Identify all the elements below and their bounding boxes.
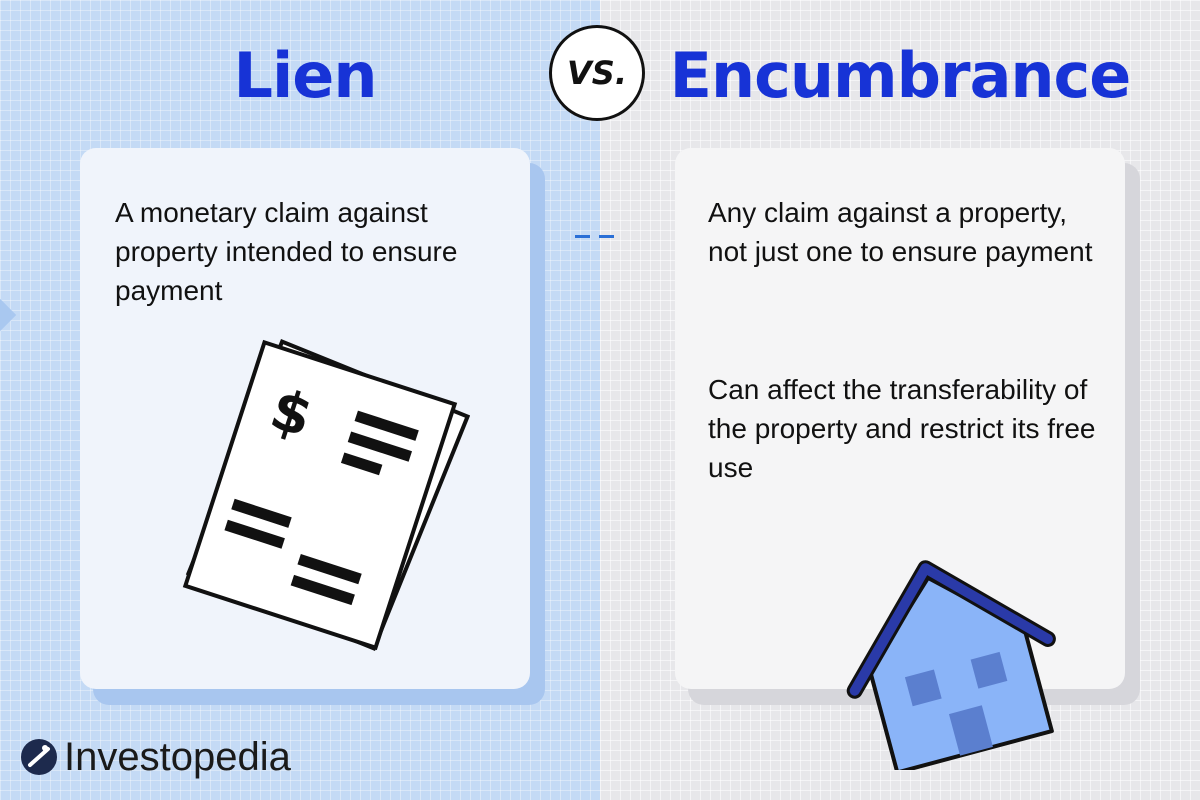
connector-dashes: [575, 235, 617, 238]
investopedia-logo: Investopedia: [20, 732, 291, 782]
encumbrance-description-1: Any claim against a property, not just o…: [708, 197, 1093, 267]
dash: [599, 235, 614, 238]
investopedia-logo-icon: [21, 739, 57, 775]
encumbrance-heading: Encumbrance: [669, 39, 1132, 112]
house-icon: [830, 530, 1080, 775]
vs-label: VS.: [567, 54, 627, 92]
encumbrance-card: Any claim against a property, not just o…: [675, 148, 1125, 689]
encumbrance-description-2: Can affect the transferability of the pr…: [708, 374, 1096, 483]
document-dollar-icon: $: [180, 335, 471, 655]
dash: [575, 235, 590, 238]
lien-description: A monetary claim against property intend…: [115, 197, 458, 306]
vs-badge: VS.: [549, 25, 645, 121]
lien-heading: Lien: [233, 39, 378, 112]
brand-name: Investopedia: [64, 734, 291, 779]
